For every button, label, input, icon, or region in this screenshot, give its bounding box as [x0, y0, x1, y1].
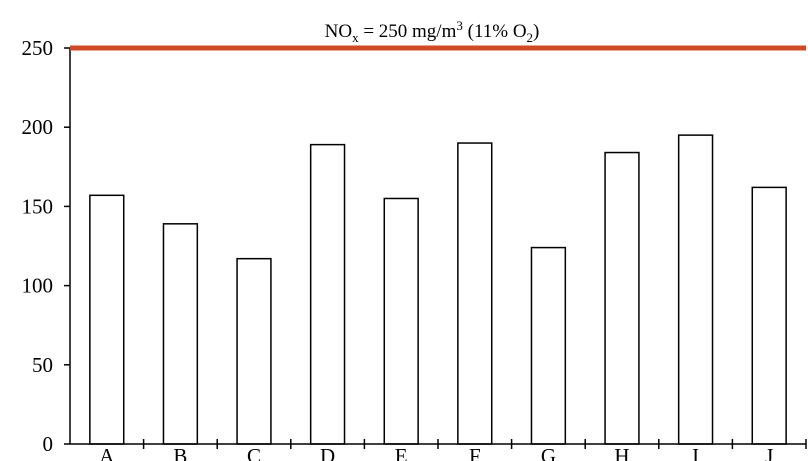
y-tick-label: 50	[32, 353, 53, 377]
limit-label-part: (11% O	[463, 21, 527, 42]
y-tick-label: 0	[43, 432, 54, 456]
x-tick-label: F	[469, 444, 481, 461]
x-tick-label: G	[541, 444, 556, 461]
y-tick-label: 200	[22, 115, 54, 139]
bar	[530, 246, 567, 445]
x-tick-label: E	[395, 444, 408, 461]
limit-label-part: 3	[456, 18, 463, 33]
limit-label-part: )	[533, 21, 539, 42]
bar	[309, 143, 346, 445]
limit-label-part: = 250 mg/m	[359, 21, 457, 42]
limit-label-part: 2	[527, 30, 534, 45]
bar	[751, 186, 787, 445]
bar	[677, 134, 714, 445]
limit-label-part: x	[352, 30, 359, 45]
x-tick-label: J	[765, 444, 773, 461]
y-tick-label: 150	[22, 194, 54, 218]
limit-line-label: NOx = 250 mg/m3 (11% O2)	[325, 18, 540, 45]
bar	[604, 151, 640, 445]
y-tick-label: 100	[22, 274, 54, 298]
bar	[162, 223, 199, 445]
bars	[89, 134, 787, 445]
x-tick-label: H	[614, 444, 629, 461]
x-tick-label: B	[173, 444, 187, 461]
x-tick-label: I	[692, 444, 699, 461]
x-tick-label: D	[320, 444, 335, 461]
bar	[89, 194, 125, 445]
bar	[457, 142, 493, 445]
x-tick-label: A	[99, 444, 115, 461]
y-axis-ticks: 0 50 100 150 200 250	[22, 36, 70, 456]
bar	[383, 197, 419, 445]
limit-label-part: NO	[325, 21, 352, 42]
x-tick-label: C	[247, 444, 261, 461]
y-tick-label: 250	[22, 36, 54, 60]
bar	[236, 257, 272, 445]
